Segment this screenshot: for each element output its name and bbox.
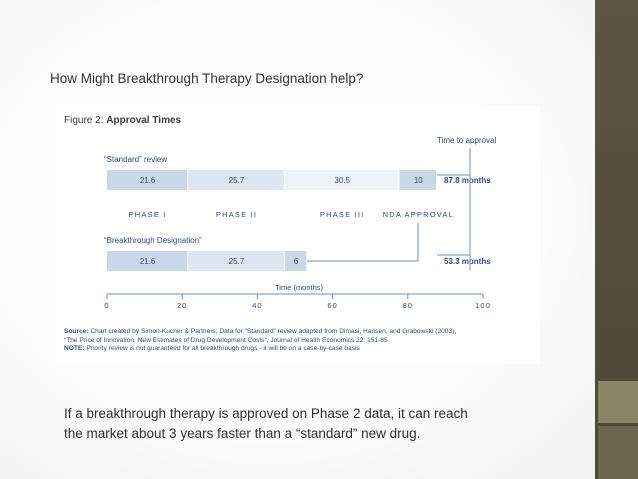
x-tick-label-0: 0 [104, 301, 109, 310]
phase-label-0: PHASE I [129, 210, 167, 219]
x-tick-label-1: 20 [177, 301, 187, 310]
caption-line-2: the market about 3 years faster than a “… [64, 426, 421, 441]
bar-value-label-0-0: 21.6 [140, 176, 156, 185]
phase-label-1: PHASE II [216, 210, 257, 219]
x-tick-label-4: 80 [403, 301, 413, 310]
figure-card [56, 106, 540, 364]
bar-value-label-0-1: 25.7 [229, 176, 245, 185]
bar-value-label-1-2: 6 [294, 257, 299, 266]
slide-caption: If a breakthrough therapy is approved on… [64, 404, 524, 444]
total-label-0: 87.8 months [444, 176, 491, 185]
phase-label-2: PHASE III [320, 210, 365, 219]
side-decoration-tile [598, 381, 638, 423]
note-label: NOTE: [64, 345, 85, 352]
phase-label-3: NDA APPROVAL [383, 210, 454, 219]
figure-title: Figure 2: Approval Times [64, 115, 181, 126]
x-tick-label-2: 40 [252, 301, 262, 310]
bar-segment-1-1 [188, 251, 284, 271]
series-label-0: “Standard” review [104, 155, 167, 164]
bar-segment-1-2 [284, 251, 307, 271]
bar-value-label-1-0: 21.6 [140, 257, 156, 266]
source-text: Chart created by Simon-Kucher & Partners… [88, 328, 457, 335]
time-to-approval-label: Time to approval [437, 136, 497, 145]
figure-title-bold: Approval Times [106, 115, 182, 126]
nda-connector-line [307, 223, 419, 262]
bar-value-label-0-2: 30.5 [334, 176, 350, 185]
caption-line-1: If a breakthrough therapy is approved on… [64, 406, 468, 421]
source-text-2: “The Price of Innovation: New Estimates … [64, 336, 388, 344]
figure-notes: Source: Chart created by Simon-Kucher & … [64, 328, 534, 354]
figure-title-prefix: Figure 2: [64, 115, 107, 126]
bar-segment-0-3 [399, 170, 437, 190]
source-label: Source: [64, 328, 89, 335]
note-text: Priority review is not guaranteed for al… [84, 345, 360, 352]
bar-segment-0-0 [107, 170, 188, 190]
total-label-1: 53.3 months [444, 257, 491, 266]
bar-segment-0-1 [188, 170, 284, 190]
bar-segment-0-2 [284, 170, 399, 190]
side-decoration-tile [598, 426, 638, 479]
bar-segment-1-0 [107, 251, 188, 271]
series-label-1: “Breakthrough Designation” [104, 236, 202, 245]
slide-heading: How Might Breakthrough Therapy Designati… [50, 71, 364, 86]
bar-value-label-0-3: 10 [414, 176, 423, 185]
x-axis-title: Time (months) [275, 283, 324, 292]
x-tick-label-3: 60 [327, 301, 337, 310]
bar-value-label-1-1: 25.7 [229, 257, 245, 266]
x-tick-label-5: 100 [475, 301, 491, 310]
